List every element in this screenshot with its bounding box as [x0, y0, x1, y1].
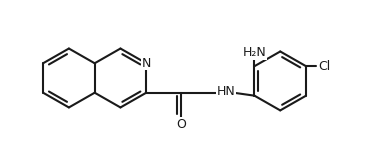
Text: N: N [142, 57, 151, 70]
Text: H₂N: H₂N [243, 46, 266, 59]
Text: Cl: Cl [318, 60, 330, 73]
Text: HN: HN [216, 85, 235, 98]
Text: O: O [176, 118, 186, 131]
